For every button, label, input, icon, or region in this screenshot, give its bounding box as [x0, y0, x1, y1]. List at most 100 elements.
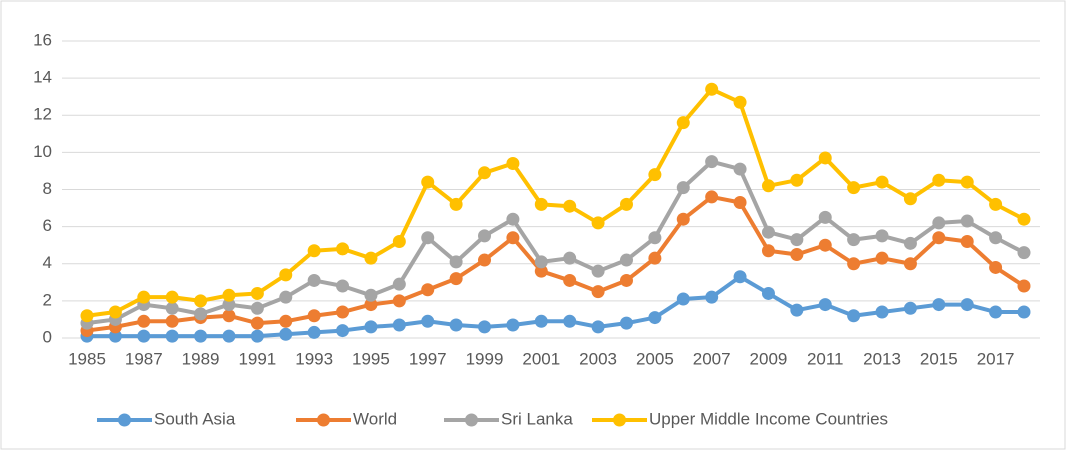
- x-tick-label: 2003: [579, 349, 617, 368]
- data-point: [336, 242, 350, 256]
- data-point: [478, 320, 492, 334]
- data-point: [478, 166, 492, 180]
- data-point: [506, 318, 520, 332]
- data-point: [903, 301, 917, 315]
- data-point: [222, 309, 236, 323]
- data-point: [364, 251, 378, 265]
- data-point: [875, 175, 889, 189]
- x-tick-label: 1987: [125, 349, 163, 368]
- data-point: [506, 231, 520, 245]
- data-point: [364, 288, 378, 302]
- data-point: [165, 314, 179, 328]
- data-point: [847, 257, 861, 271]
- data-point: [733, 162, 747, 176]
- data-point: [279, 268, 293, 282]
- data-point: [165, 290, 179, 304]
- data-point: [619, 253, 633, 267]
- data-point: [591, 264, 605, 278]
- x-tick-label: 2017: [977, 349, 1015, 368]
- data-point: [676, 181, 690, 195]
- data-point: [847, 233, 861, 247]
- data-point: [449, 272, 463, 286]
- data-point: [563, 251, 577, 265]
- data-point: [989, 231, 1003, 245]
- series-line: [86, 159, 1025, 326]
- data-point: [534, 255, 548, 269]
- y-tick-label: 16: [33, 30, 52, 49]
- data-point: [790, 247, 804, 261]
- x-tick-label: 2011: [807, 349, 844, 368]
- data-point: [960, 175, 974, 189]
- data-point: [648, 311, 662, 325]
- data-point: [392, 318, 406, 332]
- data-point: [336, 305, 350, 319]
- x-tick-label: 2007: [693, 349, 731, 368]
- legend-label: South Asia: [154, 409, 236, 428]
- x-tick-label: 1999: [466, 349, 504, 368]
- data-point: [364, 298, 378, 312]
- data-point: [534, 314, 548, 328]
- data-point: [989, 197, 1003, 211]
- data-point: [761, 244, 775, 258]
- data-point: [591, 216, 605, 230]
- x-tick-label: 2001: [522, 349, 560, 368]
- legend-marker: [317, 413, 330, 427]
- data-point: [392, 294, 406, 308]
- legend-marker: [465, 413, 478, 427]
- data-point: [1017, 246, 1031, 260]
- data-point: [847, 181, 861, 195]
- series-line: [86, 194, 1026, 333]
- x-tick-label: 1993: [295, 349, 333, 368]
- data-point: [279, 290, 293, 304]
- data-point: [875, 305, 889, 319]
- data-point: [960, 214, 974, 228]
- data-point: [619, 197, 633, 211]
- data-point: [1017, 212, 1031, 226]
- data-point: [818, 298, 832, 312]
- data-point: [392, 234, 406, 248]
- data-point: [534, 264, 548, 278]
- data-point: [989, 305, 1003, 319]
- data-point: [705, 155, 719, 169]
- data-point: [194, 294, 208, 308]
- data-point: [137, 290, 151, 304]
- data-point: [733, 95, 747, 109]
- data-point: [478, 229, 492, 243]
- data-point: [818, 210, 832, 224]
- x-tick-label: 1997: [409, 349, 447, 368]
- data-point: [960, 234, 974, 248]
- data-point: [705, 190, 719, 204]
- legend-label: World: [353, 409, 397, 428]
- x-tick-label: 2005: [636, 349, 674, 368]
- data-point: [676, 292, 690, 306]
- data-point: [108, 305, 122, 319]
- data-point: [307, 325, 321, 339]
- data-point: [194, 329, 208, 343]
- series-line: [86, 87, 1025, 318]
- x-tick-label: 1985: [68, 349, 106, 368]
- data-point: [932, 216, 946, 230]
- data-point: [307, 244, 321, 258]
- data-point: [421, 283, 435, 297]
- data-point: [591, 285, 605, 299]
- data-point: [847, 309, 861, 323]
- data-point: [165, 329, 179, 343]
- data-point: [250, 316, 264, 330]
- data-point: [137, 329, 151, 343]
- data-point: [903, 192, 917, 206]
- x-tick-label: 1991: [238, 349, 276, 368]
- x-tick-label: 2013: [863, 349, 901, 368]
- y-tick-label: 6: [43, 216, 52, 235]
- data-point: [1017, 279, 1031, 293]
- data-point: [619, 273, 633, 287]
- y-tick-label: 8: [43, 179, 52, 198]
- data-point: [307, 309, 321, 323]
- data-point: [761, 179, 775, 193]
- data-point: [790, 233, 804, 247]
- data-point: [761, 225, 775, 239]
- data-point: [449, 318, 463, 332]
- data-point: [676, 116, 690, 130]
- data-point: [392, 277, 406, 291]
